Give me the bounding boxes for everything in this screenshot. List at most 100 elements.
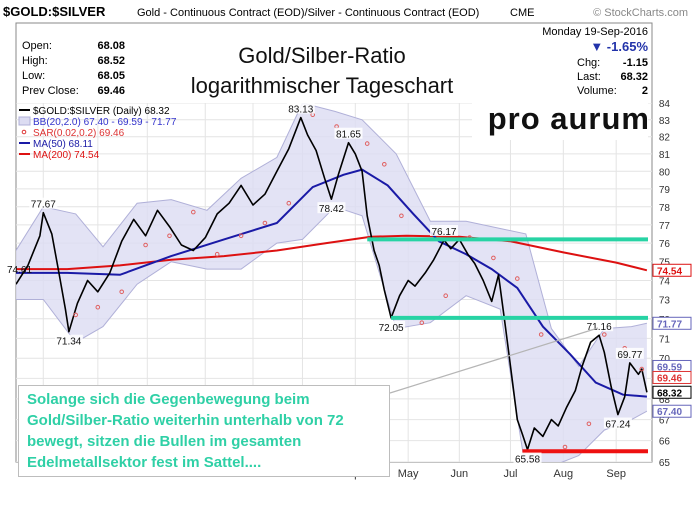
volume-value: 2 — [642, 85, 648, 97]
price-label-bg — [286, 102, 315, 114]
y-tick-label: 73 — [659, 295, 671, 306]
price-label-bg — [585, 320, 614, 332]
right-axis-label: 71.77 — [657, 319, 682, 330]
right-axis-label: 69.46 — [657, 373, 682, 384]
price-label-bg — [317, 202, 346, 214]
price-label-bg — [334, 127, 363, 139]
bb-lower-line — [16, 206, 648, 462]
legend-item: SAR(0.02,0.2) 69.46 — [33, 128, 125, 139]
callout-line — [389, 327, 599, 394]
y-tick-label: 80 — [659, 167, 671, 178]
legend-item: MA(200) 74.54 — [33, 150, 100, 161]
y-tick-label: 68 — [659, 395, 671, 406]
right-axis-label-box — [652, 316, 692, 330]
y-tick-label: 82 — [659, 133, 671, 144]
y-tick-label: 78 — [659, 203, 671, 214]
y-tick-label: 74 — [659, 276, 671, 287]
high-value: 68.52 — [97, 55, 125, 67]
annotation-box: Solange sich die Gegenbewegung beim Gold… — [18, 385, 390, 477]
legend-item: $GOLD:$SILVER (Daily) 68.32 — [33, 106, 170, 117]
sar-dot — [602, 332, 607, 337]
price-label: 77.67 — [31, 200, 56, 211]
y-tick-label: 76 — [659, 239, 671, 250]
sar-dot — [119, 289, 124, 295]
right-axis-label: 67.40 — [657, 407, 682, 418]
price-label: 81.65 — [336, 130, 361, 141]
right-axis-label: 69.59 — [657, 362, 682, 373]
header-bar — [0, 0, 692, 23]
price-label-bg — [29, 197, 58, 209]
quote-panel: Open: 68.08 High: 68.52 Low: 68.05 Prev … — [22, 40, 125, 97]
high-label: High: — [22, 55, 48, 67]
price-labels: 77.67 71.34 83.13 78.42 81.65 72.05 76.17 65.58… — [7, 102, 644, 466]
x-tick-label: Sep — [606, 468, 626, 480]
sar-dot — [143, 242, 148, 248]
sar-dot — [262, 220, 268, 226]
sar-dot — [286, 200, 292, 206]
y-tick-label: 84 — [659, 99, 671, 110]
y-tick-label: 70 — [659, 354, 671, 365]
sar-dot — [586, 421, 592, 427]
y-tick-label: 79 — [659, 185, 671, 196]
chg-label: Chg: — [577, 57, 600, 69]
open-value: 68.08 — [97, 40, 125, 52]
x-tick-label: Jun — [450, 468, 468, 480]
price-label: 67.24 — [605, 420, 630, 431]
sar-dot — [167, 233, 172, 239]
sar-dot — [562, 444, 568, 450]
chart-description: Gold - Continuous Contract (EOD)/Silver … — [137, 7, 479, 19]
sar-dot — [73, 312, 78, 318]
sar-dot — [95, 304, 101, 310]
logo-background — [472, 98, 648, 140]
headline-subtitle: logarithmischer Tageschart — [191, 73, 454, 98]
annotation-text: Solange sich die Gegenbewegung beim Gold… — [27, 391, 344, 471]
x-tick-label: Jul — [503, 468, 517, 480]
price-label-bg — [429, 224, 458, 236]
sar-dot — [382, 162, 387, 167]
right-axis-label-box — [652, 385, 692, 399]
chart-symbol: $GOLD:$SILVER — [3, 4, 106, 19]
x-tick-label: May — [398, 468, 419, 480]
low-label: Low: — [22, 70, 45, 82]
y-tick-label: 77 — [659, 221, 671, 232]
right-axis-label: 74.54 — [657, 266, 682, 277]
price-label-bg — [513, 452, 542, 464]
prev-close-label: Prev Close: — [22, 85, 79, 97]
low-value: 68.05 — [97, 70, 125, 82]
y-tick-label: 65 — [659, 458, 671, 469]
price-label-bg — [615, 347, 644, 359]
series-lines — [16, 116, 648, 451]
bollinger-band — [16, 103, 648, 462]
price-label: 83.13 — [288, 105, 313, 116]
y-tick-label: 66 — [659, 437, 671, 448]
sar-dot — [639, 366, 645, 372]
legend-marker — [21, 129, 27, 135]
headline-title: Gold/Silber-Ratio — [238, 43, 406, 68]
last-label: Last: — [577, 71, 601, 83]
bb-upper-line — [16, 103, 648, 368]
sar-dot — [191, 209, 196, 215]
x-tick-label: Aug — [554, 468, 574, 480]
price-label: 71.16 — [587, 322, 612, 333]
bb-fill — [16, 103, 647, 462]
sar-dot — [419, 320, 425, 326]
right-axis-label-box — [652, 404, 692, 418]
price-label: 72.05 — [379, 323, 404, 334]
right-axis-label-box — [652, 263, 692, 277]
quote-summary: Monday 19-Sep-2016 ▼ -1.65% Chg: -1.15 L… — [542, 26, 648, 97]
y-tick-label: 81 — [659, 150, 671, 161]
sar-dot — [538, 332, 544, 337]
price-line — [16, 116, 648, 451]
sar-dot — [443, 293, 449, 299]
chg-value: -1.15 — [623, 57, 648, 69]
right-axis-label-box — [652, 370, 692, 384]
legend-item: BB(20,2.0) 67.40 - 69.59 - 71.77 — [33, 117, 177, 128]
y-tick-label: 83 — [659, 116, 671, 127]
pro-aurum-logo: pro aurum — [488, 101, 650, 136]
sar-dot — [364, 141, 370, 146]
y-tick-label: 67 — [659, 416, 671, 427]
price-label-bg — [54, 334, 83, 346]
